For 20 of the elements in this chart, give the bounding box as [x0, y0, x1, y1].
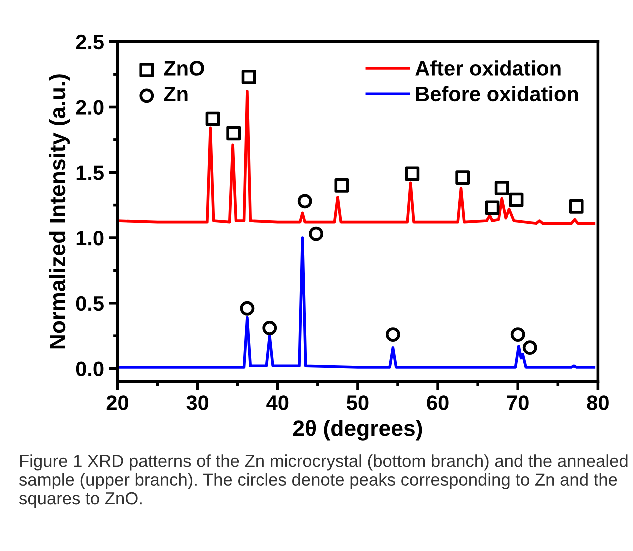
x-axis-title: 2θ (degrees) — [293, 420, 422, 441]
y-tick-label: 0.0 — [76, 362, 104, 377]
legend-label: Zn — [164, 87, 188, 102]
x-tick-label: 50 — [347, 396, 369, 410]
legend-label: After oxidation — [416, 60, 561, 76]
y-tick-label: 1.5 — [76, 166, 104, 180]
y-tick-label: 1.0 — [76, 231, 104, 246]
y-axis-title: Normalized Intensity (a.u.) — [49, 74, 70, 349]
legend-label: Before oxidation — [416, 86, 578, 102]
x-tick-label: 70 — [507, 396, 529, 410]
x-tick-label: 20 — [106, 396, 128, 410]
x-tick-label: 30 — [186, 396, 209, 410]
x-tick-label: 80 — [587, 396, 609, 410]
x-tick-label: 60 — [427, 396, 449, 410]
x-tick-label: 40 — [266, 396, 289, 410]
caption: Figure 1 XRD patterns of the Zn microcrystal (bottom branch) and the annealed sample (upper branch). The circles denote peaks corresponding to Zn and the squares to ZnO. — [19, 454, 628, 508]
y-tick-label: 0.5 — [76, 296, 104, 312]
legend-label: ZnO — [164, 61, 204, 76]
y-tick-label: 2.5 — [76, 34, 104, 50]
y-tick-label: 2.0 — [76, 100, 104, 116]
